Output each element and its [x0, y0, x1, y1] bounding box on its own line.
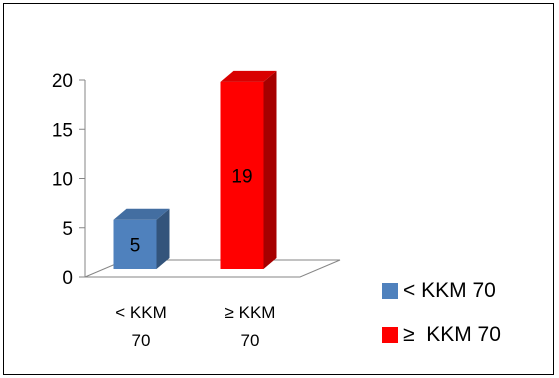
data-label: 5: [130, 235, 141, 256]
x-tick-label: 70: [241, 331, 260, 350]
bar: [220, 81, 264, 269]
y-tick-label: 0: [62, 268, 73, 289]
bar-top: [220, 70, 277, 82]
data-label: 19: [231, 166, 252, 187]
x-tick-label: 70: [132, 331, 151, 350]
y-tick-label: 5: [62, 219, 73, 240]
chart-axes: [79, 79, 341, 278]
legend-item-2: ≥ KKM 70: [382, 323, 501, 347]
bar-side: [156, 208, 170, 269]
bar: [113, 219, 157, 269]
legend-item-1: < KKM 70: [382, 279, 496, 303]
legend-swatch-1: [382, 283, 398, 299]
chart-frame: [3, 3, 554, 375]
floor-plane: [84, 259, 341, 278]
x-tick-labels: < KKM 70 ≥ KKM 70: [115, 303, 275, 350]
y-tick-labels: 0 5 10 15 20: [52, 71, 73, 289]
y-tick-label: 15: [52, 120, 73, 141]
bar-top: [113, 208, 170, 220]
legend-swatch-2: [382, 327, 398, 343]
y-tick-label: 20: [52, 71, 73, 92]
y-tick-label: 10: [52, 170, 73, 191]
x-tick-label: < KKM: [115, 303, 167, 322]
legend-label-1: < KKM 70: [403, 279, 496, 302]
chart-bars: 5 19: [113, 70, 277, 269]
legend-label-2: ≥ KKM 70: [403, 323, 501, 346]
bar-side: [263, 70, 277, 269]
x-tick-label: ≥ KKM: [225, 303, 276, 322]
